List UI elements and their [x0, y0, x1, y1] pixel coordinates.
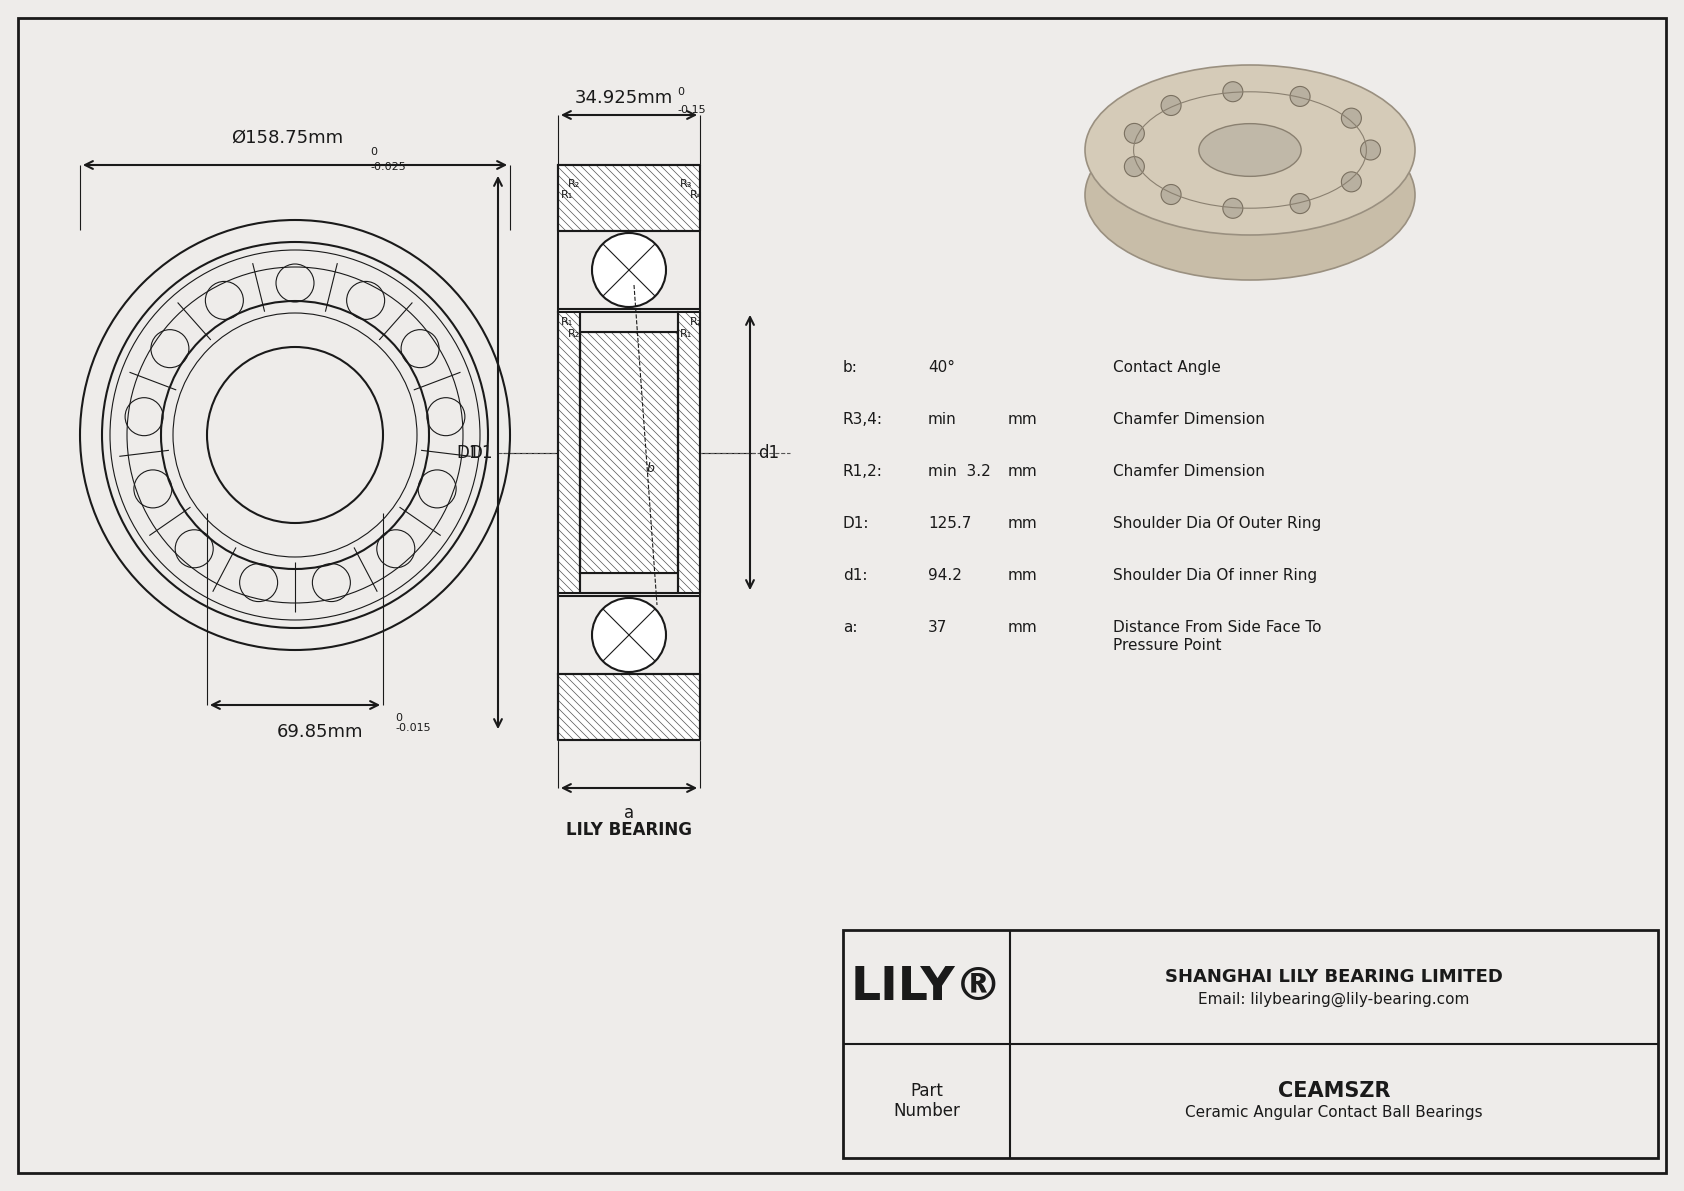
- Ellipse shape: [1084, 110, 1415, 280]
- Text: 125.7: 125.7: [928, 516, 972, 531]
- Text: 0: 0: [677, 87, 684, 96]
- Text: -0.15: -0.15: [677, 105, 706, 116]
- Text: 40°: 40°: [928, 360, 955, 375]
- Bar: [844, 930, 1659, 1158]
- Text: 37: 37: [928, 621, 948, 635]
- Text: -0.015: -0.015: [396, 723, 431, 732]
- Text: 34.925mm: 34.925mm: [574, 89, 674, 107]
- Text: 0: 0: [396, 713, 402, 723]
- Text: -0.025: -0.025: [370, 162, 406, 172]
- Text: 69.85mm: 69.85mm: [276, 723, 364, 741]
- Circle shape: [1223, 198, 1243, 218]
- Text: Shoulder Dia Of inner Ring: Shoulder Dia Of inner Ring: [1113, 568, 1317, 584]
- Text: Contact Angle: Contact Angle: [1113, 360, 1221, 375]
- Text: d1: d1: [758, 443, 780, 461]
- Circle shape: [1223, 82, 1243, 101]
- Text: d1:: d1:: [844, 568, 867, 584]
- Circle shape: [1290, 194, 1310, 213]
- Circle shape: [1125, 156, 1145, 176]
- Circle shape: [1361, 141, 1381, 160]
- Text: b: b: [647, 462, 655, 475]
- Circle shape: [593, 233, 665, 307]
- Text: min  3.2: min 3.2: [928, 464, 990, 479]
- Text: CEAMSZR: CEAMSZR: [1278, 1081, 1391, 1100]
- Text: mm: mm: [1009, 516, 1037, 531]
- Text: R₃: R₃: [680, 179, 692, 189]
- Text: Shoulder Dia Of Outer Ring: Shoulder Dia Of Outer Ring: [1113, 516, 1322, 531]
- Circle shape: [1160, 185, 1180, 205]
- Text: a:: a:: [844, 621, 857, 635]
- Text: Pressure Point: Pressure Point: [1113, 638, 1221, 653]
- Text: R3,4:: R3,4:: [844, 412, 882, 428]
- Text: mm: mm: [1009, 621, 1037, 635]
- Text: SHANGHAI LILY BEARING LIMITED: SHANGHAI LILY BEARING LIMITED: [1165, 968, 1502, 986]
- Circle shape: [1342, 108, 1361, 129]
- Text: Distance From Side Face To: Distance From Side Face To: [1113, 621, 1322, 635]
- Text: R₂: R₂: [568, 179, 581, 189]
- Text: R₄: R₄: [690, 191, 702, 200]
- Circle shape: [1125, 124, 1145, 143]
- Text: D1:: D1:: [844, 516, 869, 531]
- Text: min: min: [928, 412, 957, 428]
- Text: R₂: R₂: [568, 329, 581, 339]
- Ellipse shape: [1199, 124, 1302, 176]
- Text: Part
Number: Part Number: [893, 1081, 960, 1121]
- Circle shape: [593, 598, 665, 672]
- Polygon shape: [557, 674, 701, 740]
- Polygon shape: [579, 332, 679, 573]
- Text: mm: mm: [1009, 464, 1037, 479]
- Text: LILY BEARING: LILY BEARING: [566, 821, 692, 838]
- Text: R₁: R₁: [680, 329, 692, 339]
- Text: D1: D1: [470, 443, 493, 461]
- Circle shape: [1290, 87, 1310, 106]
- Text: R1,2:: R1,2:: [844, 464, 882, 479]
- Polygon shape: [679, 312, 701, 593]
- Text: mm: mm: [1009, 568, 1037, 584]
- Text: Ø158.75mm: Ø158.75mm: [231, 129, 344, 146]
- Circle shape: [1342, 172, 1361, 192]
- Text: 94.2: 94.2: [928, 568, 962, 584]
- Polygon shape: [557, 312, 579, 593]
- Text: Chamfer Dimension: Chamfer Dimension: [1113, 412, 1265, 428]
- Text: Email: lilybearing@lily-bearing.com: Email: lilybearing@lily-bearing.com: [1199, 991, 1470, 1006]
- Text: a: a: [625, 804, 635, 822]
- Text: LILY®: LILY®: [850, 965, 1002, 1010]
- Text: b:: b:: [844, 360, 857, 375]
- Text: R₁: R₁: [561, 317, 573, 328]
- Text: Ceramic Angular Contact Ball Bearings: Ceramic Angular Contact Ball Bearings: [1186, 1105, 1484, 1121]
- Text: R₂: R₂: [690, 317, 702, 328]
- Polygon shape: [557, 166, 701, 231]
- Text: mm: mm: [1009, 412, 1037, 428]
- Text: 0: 0: [370, 146, 377, 157]
- Circle shape: [1160, 95, 1180, 116]
- Ellipse shape: [1199, 169, 1302, 222]
- Ellipse shape: [1084, 66, 1415, 235]
- Text: D1: D1: [456, 443, 480, 461]
- Text: R₁: R₁: [561, 191, 573, 200]
- Text: Chamfer Dimension: Chamfer Dimension: [1113, 464, 1265, 479]
